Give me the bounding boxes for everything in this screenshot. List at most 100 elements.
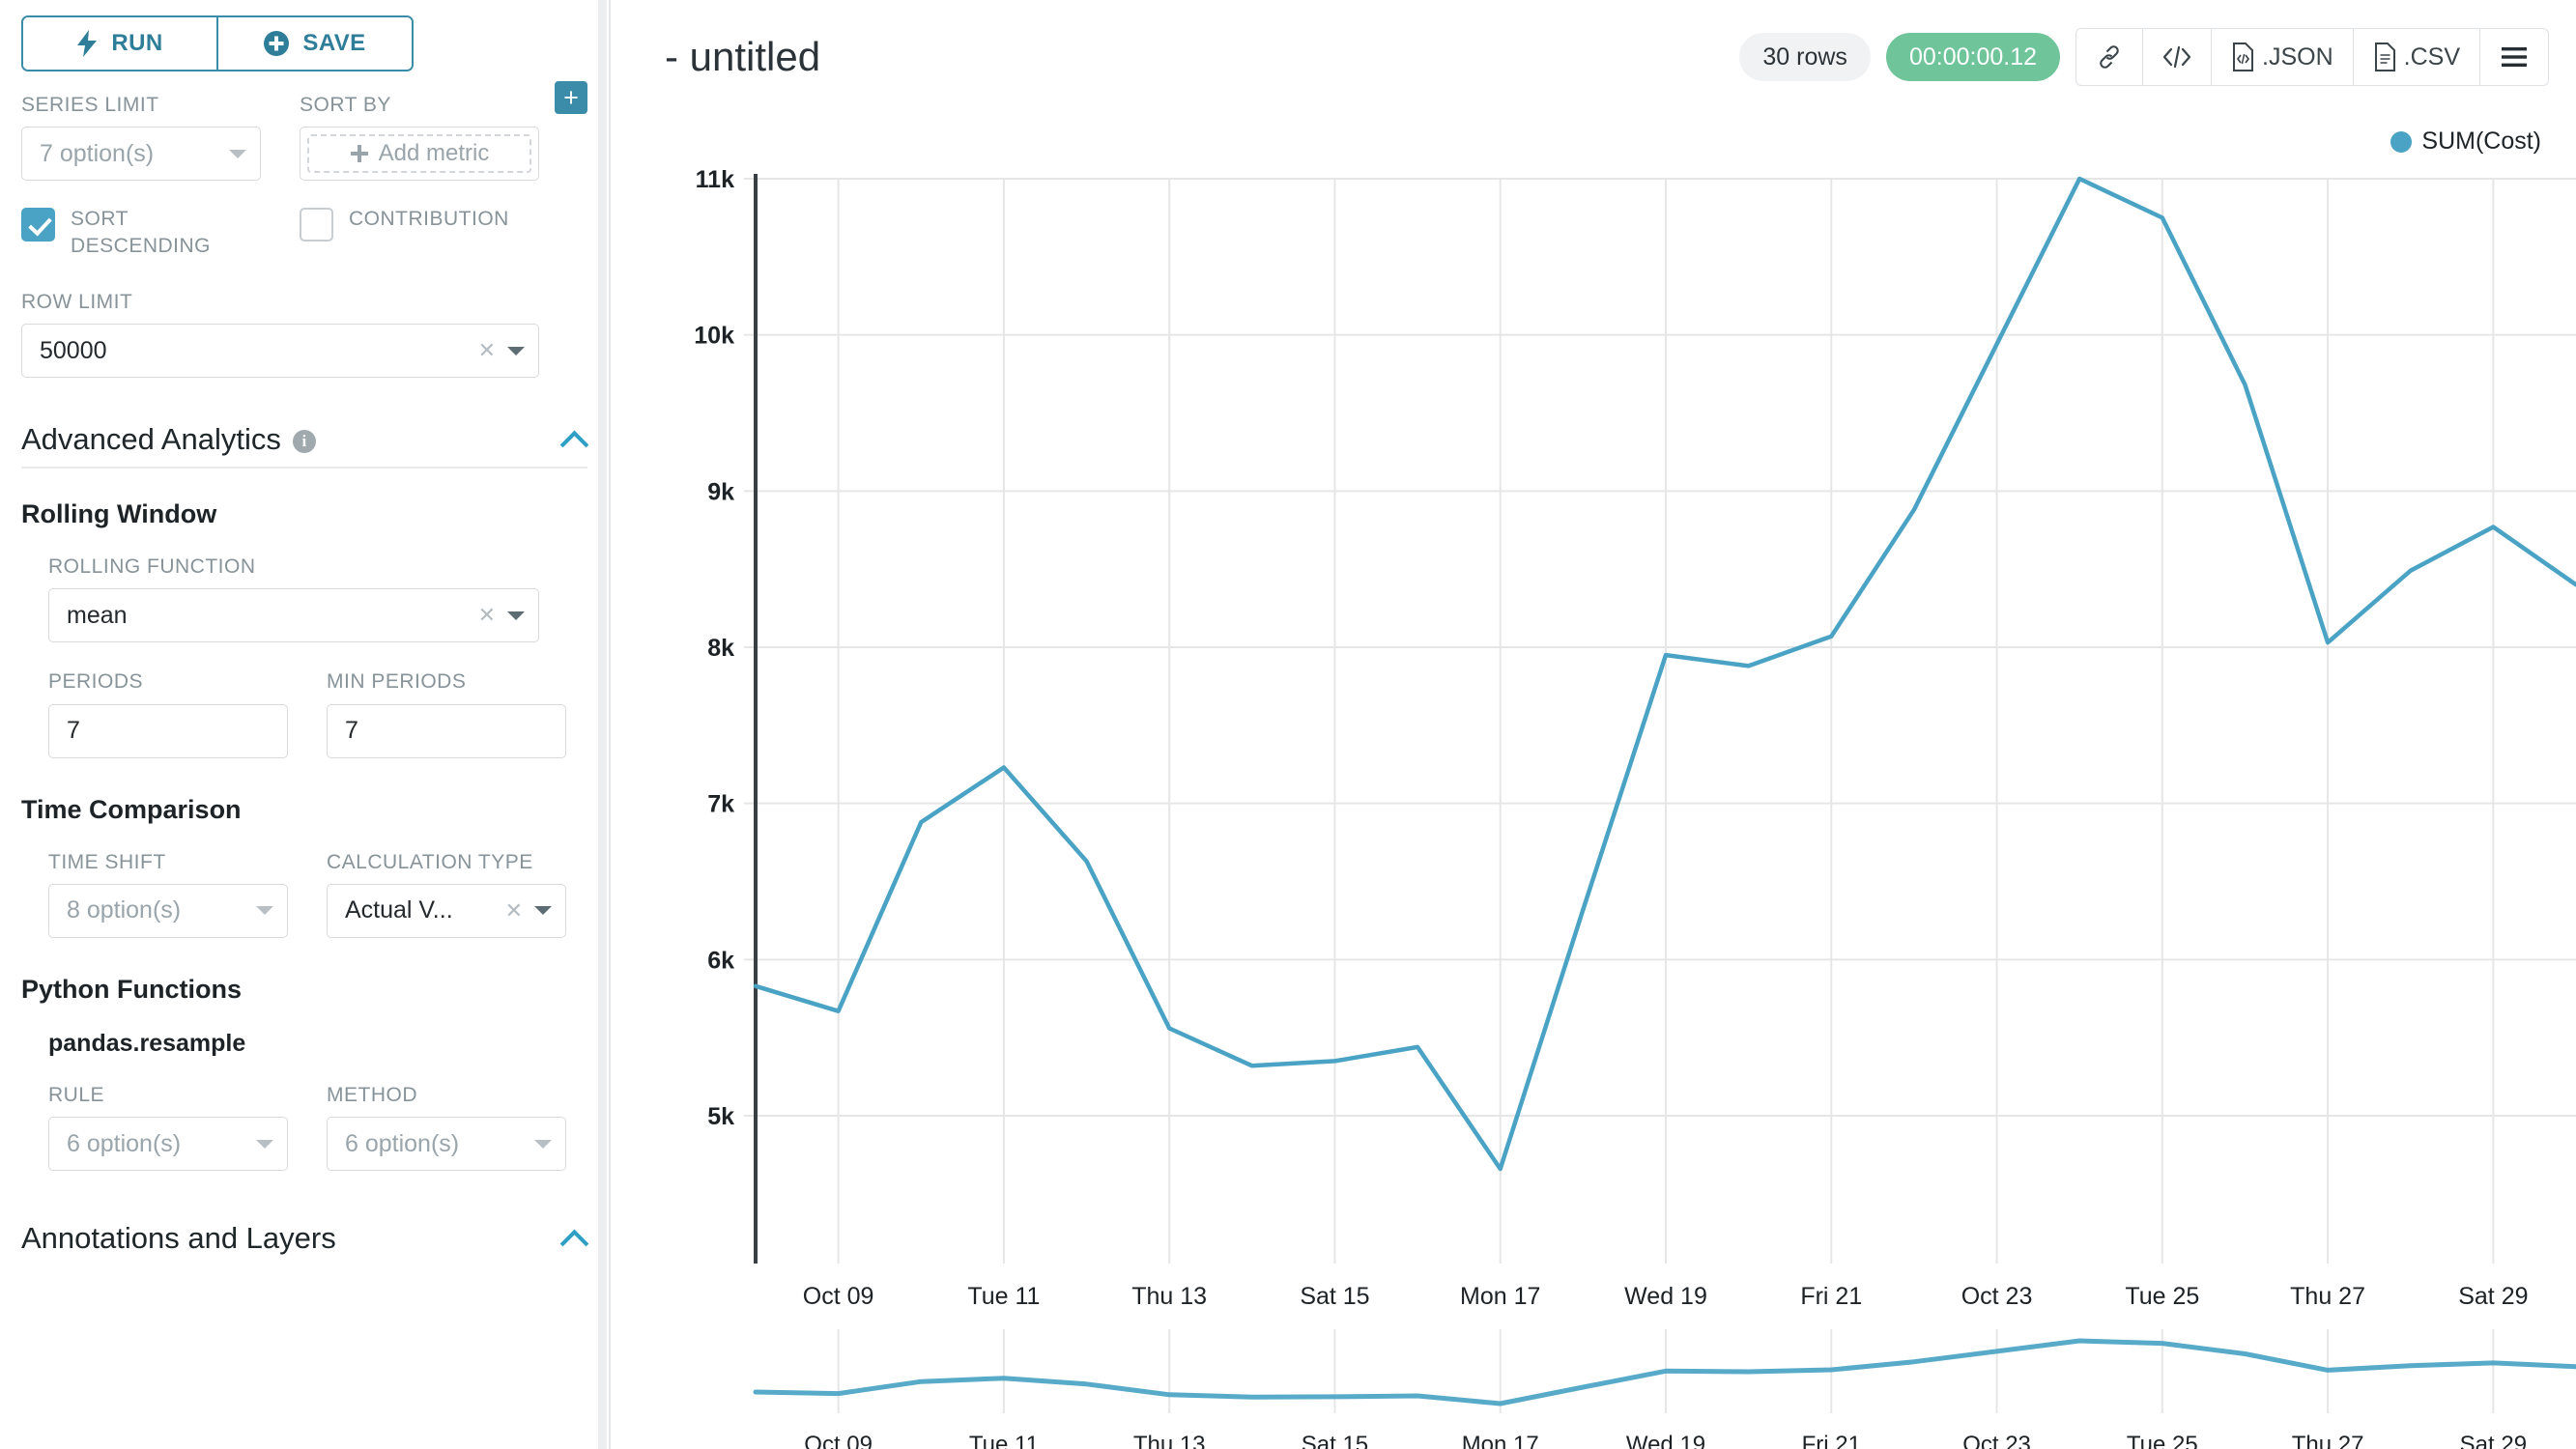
periods-value: 7 <box>67 717 80 745</box>
x-axis-tick-label: Fri 21 <box>1800 1283 1862 1310</box>
line-chart[interactable]: 5k 6k 7k 8k 9k 10k 11k Oct 09 Tue 11 Thu 13 Sat 15… <box>611 114 2576 1449</box>
contribution-field[interactable]: CONTRIBUTION <box>300 206 539 259</box>
minimap-x-axis-tick-label: Thu 13 <box>1133 1432 1206 1449</box>
checkbox-row: SORT DESCENDING CONTRIBUTION <box>0 206 609 259</box>
contribution-checkbox[interactable] <box>300 208 333 242</box>
x-axis-tick-label: Mon 17 <box>1460 1283 1540 1310</box>
x-axis-tick-label: Oct 23 <box>1961 1283 2033 1310</box>
row-limit-select[interactable]: 50000 ✕ <box>21 324 539 379</box>
page-title[interactable]: - untitled <box>665 34 821 79</box>
time-shift-select[interactable]: 8 option(s) <box>48 883 288 938</box>
advanced-analytics-header[interactable]: Advanced Analytics i <box>0 422 609 457</box>
calculation-type-select[interactable]: Actual V... ✕ <box>327 883 566 938</box>
timer-badge: 00:00:00.12 <box>1885 33 2061 81</box>
panel-scrollbar[interactable] <box>598 0 607 1449</box>
share-link-button[interactable] <box>2076 29 2142 85</box>
chart-legend: SUM(Cost) <box>2390 128 2541 156</box>
minimap-series-line[interactable] <box>753 1338 2576 1406</box>
action-icon-bar: .JSON .CSV <box>2075 28 2549 86</box>
series-line-sum-cost[interactable] <box>753 176 2576 1172</box>
sort-descending-checkbox[interactable] <box>21 208 55 242</box>
run-save-button-group: RUN SAVE <box>21 15 414 71</box>
chevron-up-icon[interactable] <box>562 428 586 451</box>
chevron-down-icon <box>229 149 246 158</box>
run-button[interactable]: RUN <box>23 17 216 70</box>
minimap-x-axis-tick-label: Wed 19 <box>1626 1432 1705 1449</box>
rolling-function-value: mean <box>67 601 128 629</box>
rolling-window-title: Rolling Window <box>21 499 217 529</box>
method-field: METHOD 6 option(s) <box>327 1083 566 1172</box>
series-limit-select[interactable]: 7 option(s) <box>21 127 261 182</box>
clear-icon[interactable]: ✕ <box>477 603 496 628</box>
rolling-function-field: ROLLING FUNCTION mean ✕ <box>48 554 539 643</box>
chart-svg[interactable]: 5k 6k 7k 8k 9k 10k 11k Oct 09 Tue 11 Thu 13 Sat 15… <box>611 114 2576 1449</box>
chevron-down-icon <box>507 346 525 355</box>
menu-icon <box>2500 45 2529 69</box>
csv-label: .CSV <box>2403 43 2460 71</box>
save-button-label: SAVE <box>302 30 366 56</box>
method-select[interactable]: 6 option(s) <box>327 1117 566 1172</box>
minimap-x-axis-tick-label: Tue 25 <box>2127 1432 2198 1449</box>
rows-badge: 30 rows <box>1739 33 1871 81</box>
sort-descending-label: SORT DESCENDING <box>71 208 212 257</box>
rolling-function-select[interactable]: mean ✕ <box>48 588 539 643</box>
rule-select[interactable]: 6 option(s) <box>48 1117 288 1172</box>
rolling-function-row: ROLLING FUNCTION mean ✕ <box>27 554 609 643</box>
info-icon[interactable]: i <box>292 430 316 454</box>
pandas-resample-label: pandas.resample <box>48 1029 246 1057</box>
more-menu-button[interactable] <box>2479 29 2548 85</box>
add-metric-label: Add metric <box>378 140 490 167</box>
series-limit-value: 7 option(s) <box>40 139 155 167</box>
rolling-function-label: ROLLING FUNCTION <box>48 555 256 579</box>
x-axis-tick-label: Tue 11 <box>967 1283 1040 1310</box>
chevron-up-icon[interactable] <box>562 1227 586 1250</box>
minimap-x-axis-tick-label: Oct 09 <box>804 1432 873 1449</box>
periods-input[interactable]: 7 <box>48 703 288 758</box>
download-json-button[interactable]: .JSON <box>2211 29 2353 85</box>
share-link-icon <box>2096 43 2123 71</box>
calculation-type-label: CALCULATION TYPE <box>327 850 533 873</box>
annotations-and-layers-header[interactable]: Annotations and Layers <box>0 1221 609 1256</box>
save-button[interactable]: SAVE <box>216 17 412 70</box>
series-limit-label: SERIES LIMIT <box>21 94 159 116</box>
add-sort-by-button[interactable]: + <box>555 81 587 114</box>
sort-by-dropzone[interactable]: Add metric <box>300 127 539 182</box>
python-functions-title: Python Functions <box>21 974 242 1004</box>
control-panel: RUN SAVE + SERIES LIMIT <box>0 0 611 1449</box>
periods-field: PERIODS 7 <box>48 669 288 758</box>
json-label: .JSON <box>2262 43 2333 71</box>
row-limit-field: ROW LIMIT 50000 ✕ <box>21 290 539 379</box>
clear-icon[interactable]: ✕ <box>477 338 496 363</box>
x-axis-tick-label: Tue 25 <box>2125 1283 2199 1310</box>
time-shift-value: 8 option(s) <box>67 896 182 924</box>
download-csv-button[interactable]: .CSV <box>2352 29 2479 85</box>
code-icon <box>2162 44 2191 70</box>
minimap-x-axis-tick-label: Oct 23 <box>1962 1432 2031 1449</box>
sort-descending-field[interactable]: SORT DESCENDING <box>21 206 261 259</box>
min-periods-input[interactable]: 7 <box>327 703 566 758</box>
add-metric-button[interactable]: Add metric <box>307 134 531 174</box>
x-axis-tick-label: Sat 29 <box>2458 1283 2528 1310</box>
csv-file-icon <box>2373 43 2397 71</box>
minimap-x-axis-tick-label: Tue 11 <box>969 1432 1039 1449</box>
chart-area: - untitled 30 rows 00:00:00.12 <box>611 0 2576 1449</box>
clear-icon[interactable]: ✕ <box>504 897 523 923</box>
chevron-down-icon <box>507 611 525 620</box>
x-axis-tick-label: Thu 13 <box>1131 1283 1207 1310</box>
view-query-button[interactable] <box>2142 29 2211 85</box>
chevron-down-icon <box>256 1139 273 1149</box>
row-limit-label: ROW LIMIT <box>21 290 133 313</box>
row-limit-row: ROW LIMIT 50000 ✕ <box>0 290 609 379</box>
plus-circle-icon <box>264 31 290 56</box>
time-comparison-row: TIME SHIFT 8 option(s) CALCULATION TYPE … <box>27 850 609 938</box>
annotations-and-layers-title: Annotations and Layers <box>21 1221 336 1256</box>
rule-field: RULE 6 option(s) <box>48 1083 288 1172</box>
header-actions: 30 rows 00:00:00.12 <box>1739 28 2549 86</box>
method-label: METHOD <box>327 1083 417 1106</box>
min-periods-label: MIN PERIODS <box>327 670 467 694</box>
x-axis-tick-label: Wed 19 <box>1624 1283 1707 1310</box>
y-axis-tick-label: 10k <box>694 323 734 350</box>
plus-icon <box>350 144 369 163</box>
time-comparison-title: Time Comparison <box>21 794 242 824</box>
run-button-label: RUN <box>111 30 163 56</box>
